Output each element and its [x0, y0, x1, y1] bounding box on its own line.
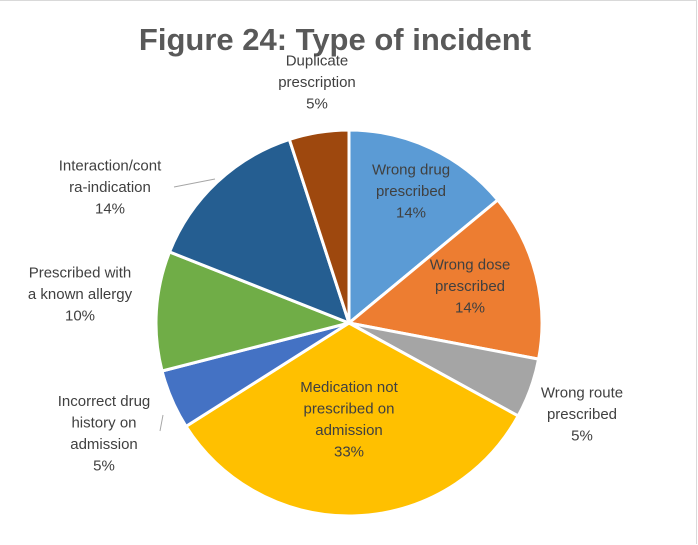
slice-category-label: admission — [315, 422, 383, 439]
slice-value-label: 14% — [396, 205, 426, 222]
pie-slice — [287, 128, 351, 325]
slice-value-label: 5% — [571, 428, 593, 445]
slice-label: Prescribed with a known allergy 10% — [28, 265, 133, 325]
chart-title: Figure 24: Type of incident — [138, 22, 532, 57]
pie-slice — [347, 198, 544, 361]
leader-line — [159, 414, 164, 432]
slice-category-label: history on — [71, 414, 136, 431]
slice-category-label: Duplicate — [286, 53, 349, 70]
slice-label: Wrong dose prescribed 14% — [430, 257, 511, 317]
slice-category-label: admission — [70, 436, 138, 453]
slice-label: Incorrect drug history on admission 5% — [58, 393, 151, 475]
slice-value-label: 10% — [65, 308, 95, 325]
slice-value-label: 5% — [93, 457, 115, 474]
slice-category-label: prescribed — [435, 278, 505, 295]
slice-category-label: a known allergy — [28, 286, 133, 303]
slice-label: Interaction/cont ra-indication 14% — [59, 158, 162, 218]
slice-label: Wrong route prescribed 5% — [541, 385, 623, 445]
slice-label: Medication not prescribed on admission 33% — [300, 379, 398, 461]
slice-label: Wrong drug prescribed 14% — [372, 162, 450, 222]
slice-value-label: 5% — [306, 96, 328, 113]
pie-slice — [184, 321, 520, 518]
slice-label: Duplicate prescription 5% — [278, 53, 356, 113]
slice-category-label: prescription — [278, 74, 356, 91]
pie-slice — [154, 250, 351, 373]
slice-category-label: prescribed — [376, 183, 446, 200]
slice-category-label: Wrong drug — [372, 162, 450, 179]
slice-category-label: ra-indication — [69, 179, 151, 196]
slice-value-label: 14% — [455, 300, 485, 317]
slice-category-label: Wrong route — [541, 385, 623, 402]
slice-category-label: Prescribed with — [29, 265, 132, 282]
slice-category-label: Incorrect drug — [58, 393, 151, 410]
slice-category-label: Interaction/cont — [59, 158, 162, 175]
slice-category-label: prescribed — [547, 406, 617, 423]
slice-category-label: prescribed on — [304, 400, 395, 417]
pie-slice — [347, 128, 500, 325]
leader-line — [173, 178, 216, 188]
slice-value-label: 14% — [95, 201, 125, 218]
slice-value-label: 33% — [334, 443, 364, 460]
slice-category-label: Wrong dose — [430, 257, 511, 274]
slice-category-label: Medication not — [300, 379, 398, 396]
